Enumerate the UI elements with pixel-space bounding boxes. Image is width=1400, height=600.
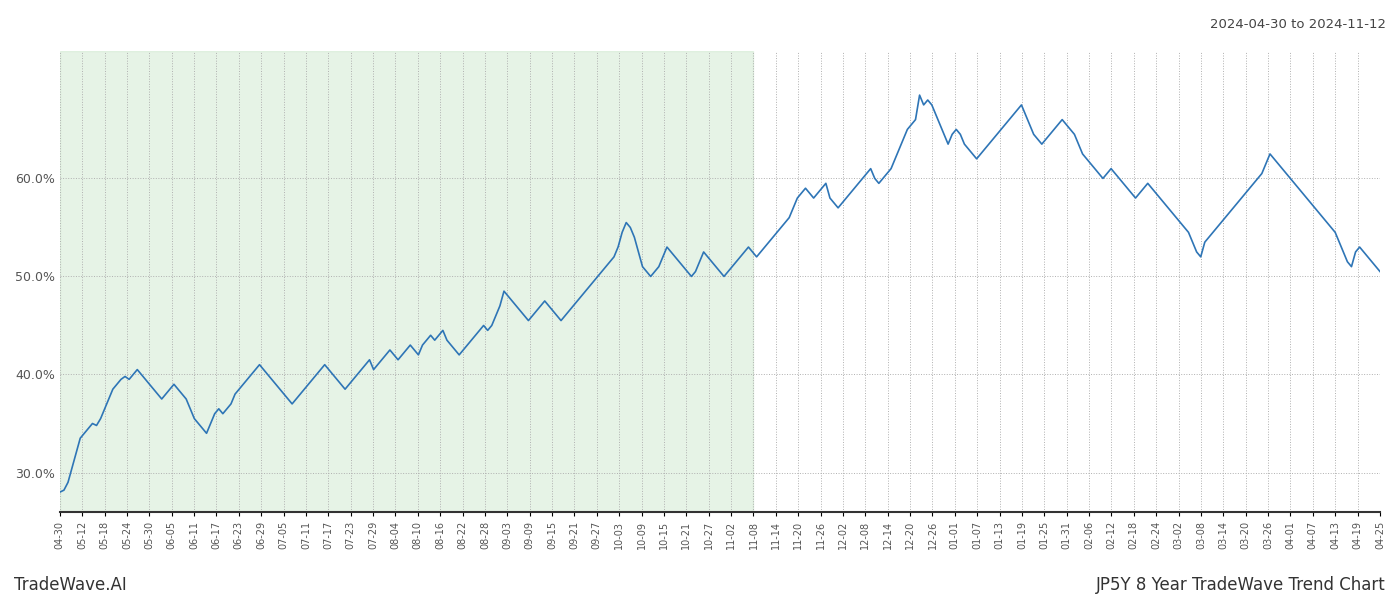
Text: JP5Y 8 Year TradeWave Trend Chart: JP5Y 8 Year TradeWave Trend Chart bbox=[1096, 576, 1386, 594]
Text: 2024-04-30 to 2024-11-12: 2024-04-30 to 2024-11-12 bbox=[1210, 18, 1386, 31]
Bar bbox=[60, 51, 753, 512]
Text: TradeWave.AI: TradeWave.AI bbox=[14, 576, 127, 594]
